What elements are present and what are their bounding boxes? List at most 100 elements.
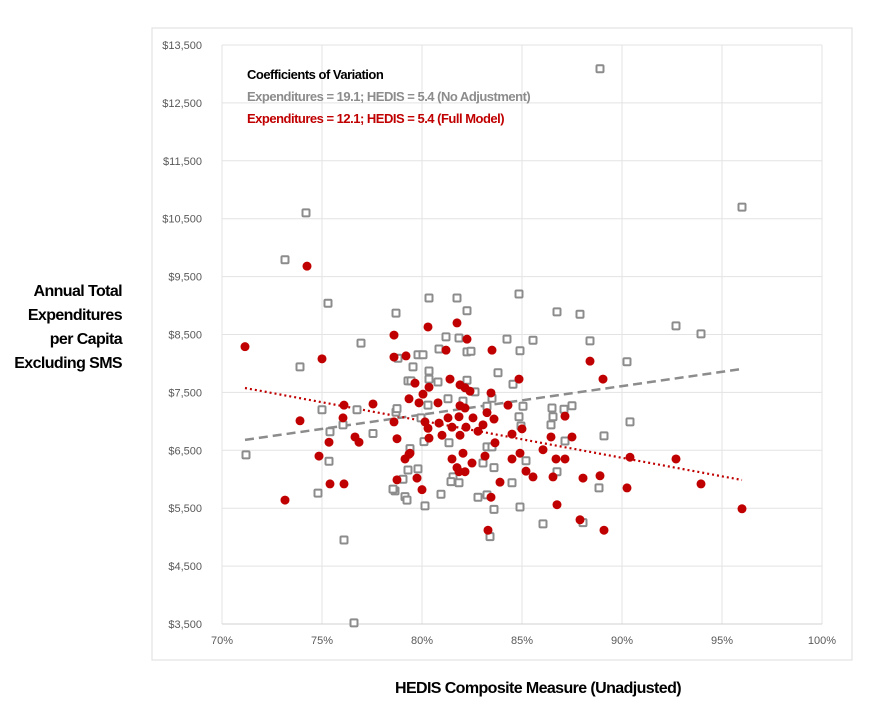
point-no-adjustment: [518, 401, 528, 411]
point-full-model: [487, 345, 497, 355]
y-tick-label: $9,500: [168, 272, 202, 284]
point-no-adjustment: [521, 456, 531, 466]
point-no-adjustment: [489, 463, 499, 473]
point-full-model: [515, 448, 525, 458]
point-full-model: [354, 437, 364, 447]
point-full-model: [424, 382, 434, 392]
y-tick-label: $10,500: [162, 214, 202, 226]
point-full-model: [454, 412, 464, 422]
point-no-adjustment: [352, 405, 362, 415]
point-no-adjustment: [508, 379, 518, 389]
point-no-adjustment: [339, 535, 349, 545]
point-full-model: [445, 374, 455, 384]
point-no-adjustment: [493, 368, 503, 378]
point-full-model: [418, 389, 428, 399]
point-full-model: [737, 504, 747, 514]
point-full-model: [454, 467, 464, 477]
point-full-model: [412, 473, 422, 483]
point-full-model: [280, 495, 290, 505]
point-full-model: [434, 418, 444, 428]
point-no-adjustment: [515, 346, 525, 356]
point-full-model: [521, 466, 531, 476]
point-full-model: [468, 413, 478, 423]
point-no-adjustment: [625, 417, 635, 427]
point-full-model: [473, 426, 483, 436]
point-full-model: [368, 399, 378, 409]
point-full-model: [392, 434, 402, 444]
point-full-model: [489, 414, 499, 424]
point-full-model: [490, 438, 500, 448]
annotation-title: Coefficients of Variation: [247, 67, 384, 82]
point-no-adjustment: [424, 366, 434, 376]
point-no-adjustment: [454, 478, 464, 488]
point-no-adjustment: [443, 394, 453, 404]
point-full-model: [507, 454, 517, 464]
y-tick-label: $11,500: [163, 156, 202, 168]
point-no-adjustment: [280, 255, 290, 265]
y-tick-label: $3,500: [168, 619, 202, 631]
point-no-adjustment: [444, 438, 454, 448]
x-tick-label: 80%: [411, 635, 433, 647]
point-full-model: [389, 330, 399, 340]
point-no-adjustment: [446, 477, 456, 487]
point-no-adjustment: [515, 502, 525, 512]
x-tick-label: 75%: [311, 635, 333, 647]
point-no-adjustment: [441, 332, 451, 342]
x-tick-label: 100%: [808, 635, 836, 647]
point-full-model: [437, 430, 447, 440]
y-tick-label: $5,500: [168, 503, 202, 515]
point-no-adjustment: [478, 458, 488, 468]
y-axis-label-line: Annual Total: [33, 283, 123, 300]
point-full-model: [503, 400, 513, 410]
point-no-adjustment: [368, 429, 378, 439]
annotation-line-full-model: Expenditures = 12.1; HEDIS = 5.4 (Full M…: [247, 111, 505, 126]
point-no-adjustment: [466, 346, 476, 356]
point-full-model: [599, 525, 609, 535]
point-full-model: [302, 261, 312, 271]
point-full-model: [585, 356, 595, 366]
point-full-model: [424, 433, 434, 443]
point-full-model: [414, 398, 424, 408]
point-no-adjustment: [356, 338, 366, 348]
point-full-model: [528, 472, 538, 482]
point-full-model: [389, 352, 399, 362]
point-full-model: [433, 398, 443, 408]
point-full-model: [410, 378, 420, 388]
point-full-model: [462, 334, 472, 344]
point-no-adjustment: [599, 431, 609, 441]
point-full-model: [389, 417, 399, 427]
point-no-adjustment: [313, 488, 323, 498]
point-no-adjustment: [546, 420, 556, 430]
point-full-model: [461, 422, 471, 432]
series-full-model: [240, 261, 747, 535]
point-full-model: [441, 345, 451, 355]
point-no-adjustment: [388, 484, 398, 494]
y-tick-label: $13,500: [162, 40, 202, 52]
point-full-model: [482, 408, 492, 418]
point-full-model: [404, 394, 414, 404]
point-no-adjustment: [424, 293, 434, 303]
point-no-adjustment: [473, 492, 483, 502]
point-full-model: [575, 515, 585, 525]
point-no-adjustment: [560, 436, 570, 446]
point-full-model: [423, 423, 433, 433]
point-full-model: [486, 492, 496, 502]
point-full-model: [452, 318, 462, 328]
point-no-adjustment: [514, 289, 524, 299]
point-no-adjustment: [241, 450, 251, 460]
point-full-model: [671, 454, 681, 464]
point-no-adjustment: [301, 208, 311, 218]
point-full-model: [552, 500, 562, 510]
point-full-model: [240, 342, 250, 352]
y-axis-label: Annual Total Expenditures per Capita Exc…: [0, 280, 122, 376]
point-full-model: [551, 454, 561, 464]
point-full-model: [405, 448, 415, 458]
point-no-adjustment: [434, 344, 444, 354]
x-axis-label: HEDIS Composite Measure (Unadjusted): [394, 680, 682, 697]
point-no-adjustment: [324, 456, 334, 466]
point-no-adjustment: [567, 401, 577, 411]
point-no-adjustment: [462, 375, 472, 385]
x-tick-label: 85%: [511, 635, 533, 647]
series-no-adjustment: [241, 64, 747, 628]
